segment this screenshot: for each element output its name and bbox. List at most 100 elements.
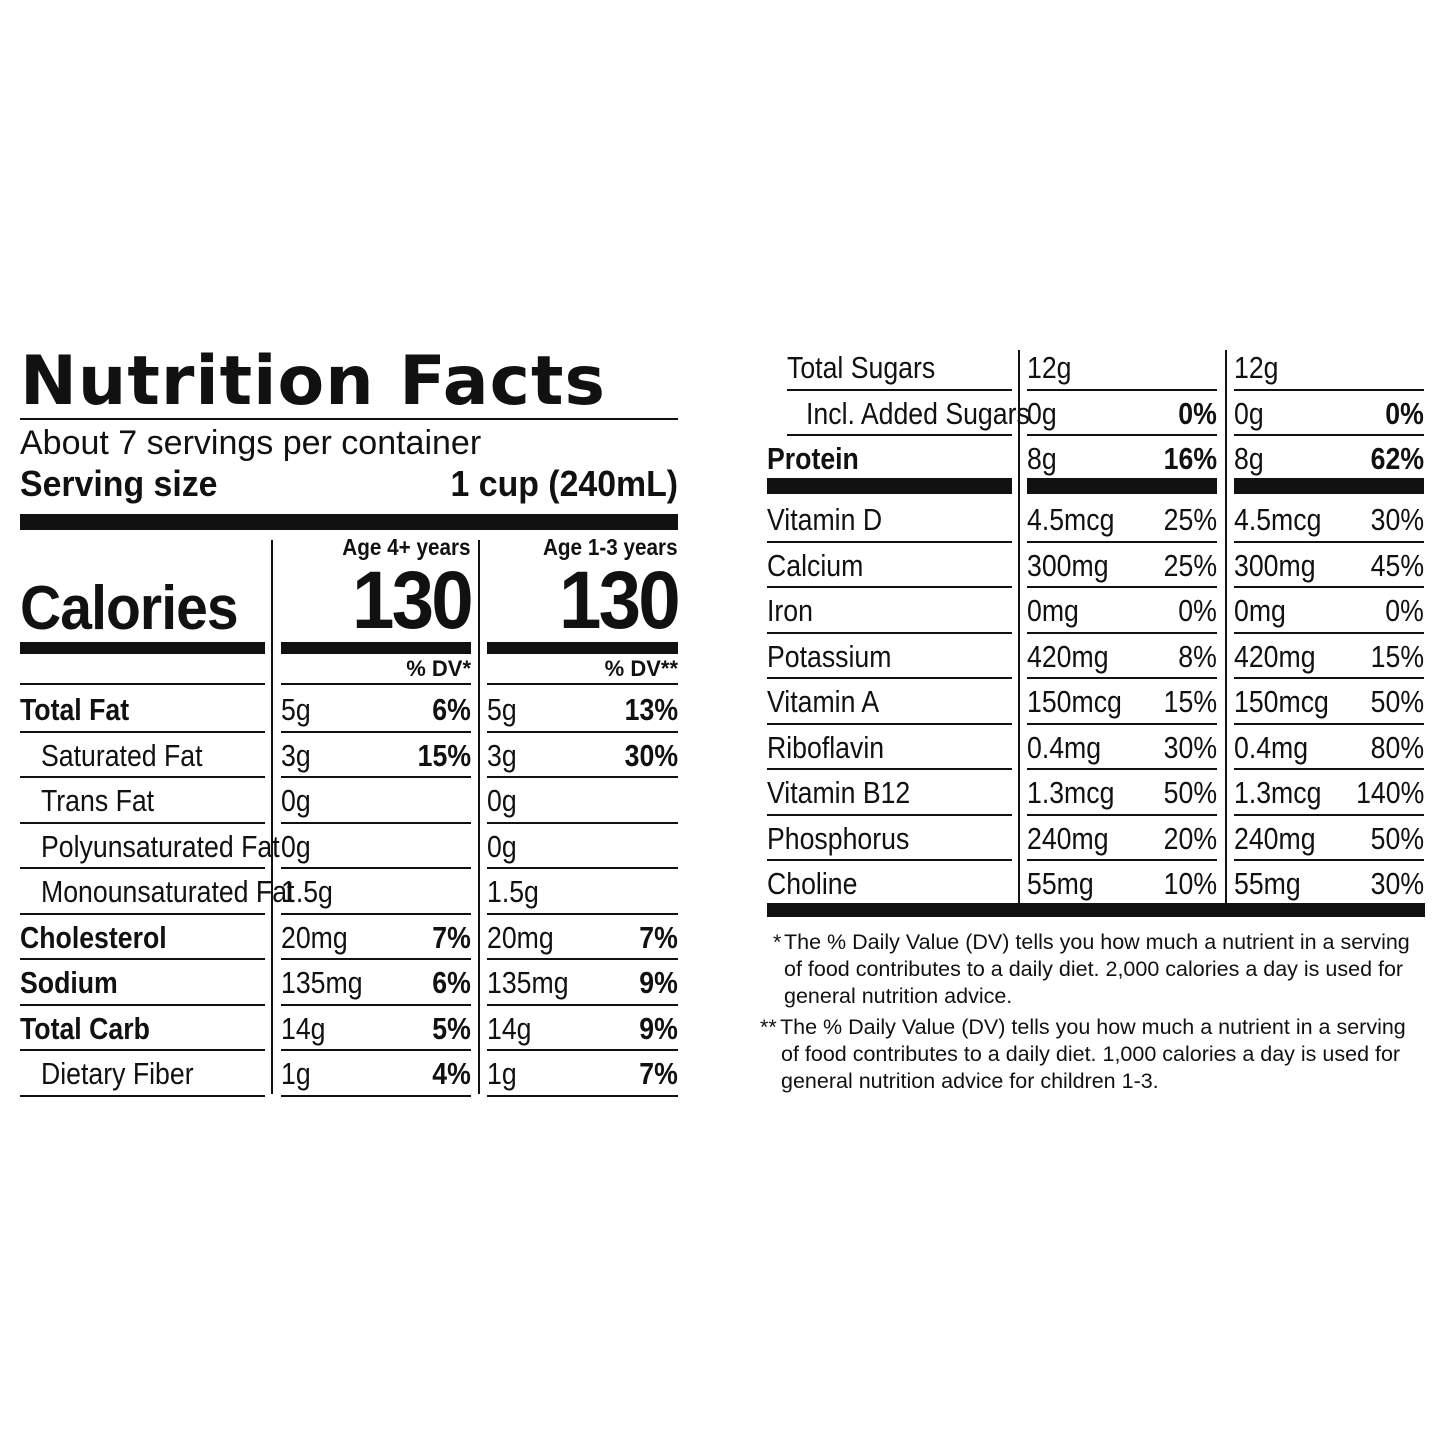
row-rule [487,821,678,824]
vitamin-label: Vitamin D [767,502,883,537]
nutrient-amount: 135mg [281,965,363,1000]
nutrient-amount: 14g [281,1010,326,1046]
vitamin-label: Vitamin A [767,684,880,719]
calories-value-rule [281,642,471,654]
vitamin-amount: 300mg [1234,547,1316,583]
vitamin-dv: 140% [1355,775,1424,810]
nutrient-amount: 1.5g [281,874,333,909]
nutrient-amount: 5g [487,692,517,727]
row-rule [1234,813,1424,816]
vitamin-dv: 15% [1163,684,1217,719]
vitamin-dv: 10% [1163,866,1217,901]
age-column-header: Age 1-3 years [543,534,678,560]
vitamin-label: Calcium [767,547,864,583]
nutrient-dv: 0% [1178,395,1217,431]
row-rule [767,722,1012,725]
vitamin-label: Potassium [767,638,892,674]
nutrient-amount: 12g [1027,350,1072,385]
row-rule [787,388,1012,391]
dv-header: % DV* [406,656,471,681]
vitamin-amount: 4.5mcg [1234,502,1322,537]
vitamin-amount: 55mg [1234,866,1301,901]
thick-rule-bottom [767,903,1425,917]
nutrient-label: Sodium [20,965,118,1000]
col-divider-1 [271,540,273,1094]
row-rule [787,434,1012,436]
row-rule [20,958,265,960]
dv-header-rule [487,683,678,685]
row-rule [1234,631,1424,634]
row-rule [1234,388,1424,391]
row-rule [281,821,471,824]
vitamin-dv: 30% [1370,866,1424,901]
serving-size-label: Serving size [20,463,218,504]
nutrient-dv: 7% [639,919,678,955]
row-rule [487,958,678,960]
nutrient-label: Dietary Fiber [41,1056,194,1091]
vitamin-dv: 30% [1370,502,1424,537]
row-rule [767,813,1012,816]
nutrient-dv: 6% [432,965,471,1000]
row-rule [281,958,471,960]
nutrient-label: Total Fat [20,692,130,727]
row-rule [1027,859,1217,861]
vitamin-amount: 0.4mg [1234,729,1309,765]
calories-value: 130 [352,555,474,646]
nutrient-label: Incl. Added Sugars [806,395,1030,431]
nutrition-title: Nutrition Facts [20,342,606,421]
vitamin-dv: 15% [1370,638,1424,674]
vitamin-dv: 50% [1370,684,1424,719]
nutrient-dv: 9% [639,1010,678,1046]
nutrient-label: Total Carb [20,1010,150,1046]
nutrient-amount: 14g [487,1010,532,1046]
vitamin-dv: 80% [1370,729,1424,765]
serving-size-value: 1 cup (240mL) [450,463,678,504]
row-rule [20,867,265,869]
row-rule [1027,388,1217,391]
nutrient-amount: 0g [487,828,517,864]
row-rule [20,730,265,733]
vitamin-amount: 240mg [1027,820,1109,856]
vitamin-amount: 150mcg [1027,684,1122,719]
nutrient-label: Monounsaturated Fat [41,874,295,909]
nutrient-amount: 1g [281,1056,311,1091]
nutrient-amount: 3g [487,737,517,773]
nutrient-amount: 0g [281,783,311,818]
vitamin-amount: 420mg [1027,638,1109,674]
vitamin-dv: 20% [1163,820,1217,856]
row-rule [767,768,1012,770]
row-rule [281,867,471,869]
row-rule [281,1003,471,1006]
vitamin-dv: 30% [1163,729,1217,765]
nutrient-amount: 1g [487,1056,517,1091]
row-rule [281,1049,471,1051]
row-rule [767,631,1012,634]
vitamin-dv: 25% [1163,502,1217,537]
right-col-divider-2 [1225,350,1227,904]
row-rule [1027,768,1217,770]
nutrient-amount: 1.5g [487,874,539,909]
vitamin-dv: 8% [1178,638,1217,674]
row-rule [1027,434,1217,436]
row-rule [1234,722,1424,725]
vitamin-amount: 150mcg [1234,684,1329,719]
servings-per-container: About 7 servings per container [20,424,482,462]
nutrient-dv: 4% [432,1056,471,1091]
vitamin-amount: 0.4mg [1027,729,1102,765]
col-divider-2 [478,540,480,1094]
row-rule [281,776,471,778]
row-rule [767,859,1012,861]
footnote-line: of food contributes to a daily diet. 2,0… [784,957,1404,981]
vitamin-label: Phosphorus [767,820,910,856]
footnote-line: The % Daily Value (DV) tells you how muc… [784,930,1410,954]
row-rule [487,776,678,778]
row-rule [1234,677,1424,679]
row-rule [1234,586,1424,588]
footnote-line: The % Daily Value (DV) tells you how muc… [780,1015,1406,1039]
vitamin-amount: 240mg [1234,820,1316,856]
row-rule [767,586,1012,588]
row-rule [20,776,265,778]
nutrient-amount: 3g [281,737,311,773]
row-rule [487,1094,678,1097]
row-rule [1027,586,1217,588]
